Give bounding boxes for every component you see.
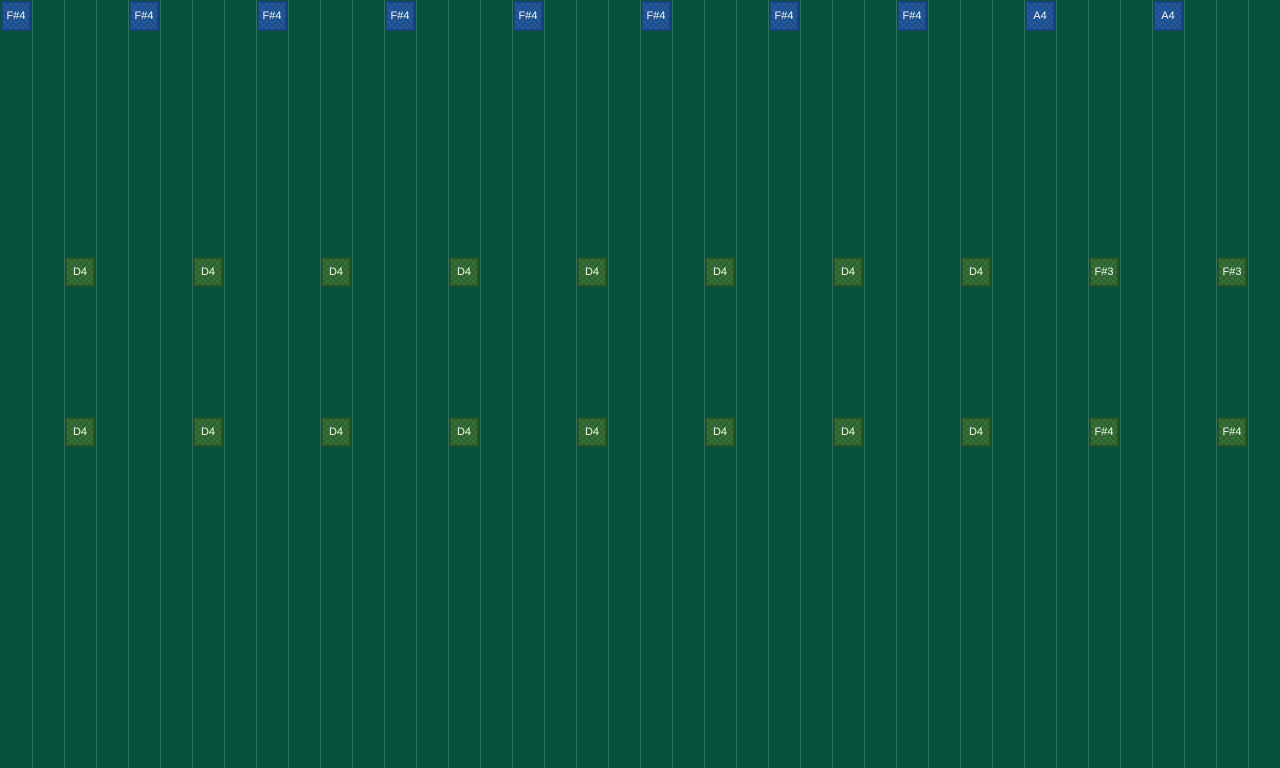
note-block[interactable]: D4 [961, 417, 991, 447]
note-block[interactable]: F#4 [1, 1, 31, 31]
grid-line [1088, 0, 1089, 768]
note-block[interactable]: F#4 [129, 1, 159, 31]
grid-line [672, 0, 673, 768]
grid-line [992, 0, 993, 768]
note-block[interactable]: D4 [705, 417, 735, 447]
grid-line [1120, 0, 1121, 768]
grid-line [448, 0, 449, 768]
grid-line [576, 0, 577, 768]
note-block[interactable]: D4 [193, 417, 223, 447]
grid-line [416, 0, 417, 768]
grid-line [224, 0, 225, 768]
note-block[interactable]: D4 [321, 417, 351, 447]
grid-line [704, 0, 705, 768]
grid-line [800, 0, 801, 768]
grid-line [128, 0, 129, 768]
grid-line [64, 0, 65, 768]
grid-line [288, 0, 289, 768]
note-block[interactable]: F#4 [1217, 417, 1247, 447]
grid-line [192, 0, 193, 768]
grid-line [896, 0, 897, 768]
note-block[interactable]: D4 [321, 257, 351, 287]
grid-line [768, 0, 769, 768]
grid-line [928, 0, 929, 768]
note-block[interactable]: F#4 [257, 1, 287, 31]
grid-line [512, 0, 513, 768]
note-block[interactable]: F#3 [1089, 257, 1119, 287]
note-block[interactable]: F#4 [641, 1, 671, 31]
grid-line [384, 0, 385, 768]
note-block[interactable]: F#4 [513, 1, 543, 31]
grid-line [544, 0, 545, 768]
note-block[interactable]: A4 [1025, 1, 1055, 31]
note-block[interactable]: F#4 [897, 1, 927, 31]
note-block[interactable]: D4 [577, 417, 607, 447]
note-block[interactable]: F#4 [385, 1, 415, 31]
grid-line [1248, 0, 1249, 768]
note-block[interactable]: D4 [449, 257, 479, 287]
note-block[interactable]: D4 [705, 257, 735, 287]
grid-line [352, 0, 353, 768]
grid-line [832, 0, 833, 768]
note-block[interactable]: A4 [1153, 1, 1183, 31]
note-block[interactable]: F#4 [769, 1, 799, 31]
grid-line [640, 0, 641, 768]
note-block[interactable]: D4 [65, 417, 95, 447]
note-block[interactable]: D4 [961, 257, 991, 287]
grid-line [32, 0, 33, 768]
grid-line [160, 0, 161, 768]
grid-line [1216, 0, 1217, 768]
note-block[interactable]: D4 [449, 417, 479, 447]
grid-line [608, 0, 609, 768]
grid-line [320, 0, 321, 768]
grid-line [96, 0, 97, 768]
grid-line [1024, 0, 1025, 768]
grid-line [1184, 0, 1185, 768]
note-block[interactable]: D4 [833, 417, 863, 447]
grid-line [736, 0, 737, 768]
note-block[interactable]: D4 [577, 257, 607, 287]
grid-line [480, 0, 481, 768]
grid-line [1056, 0, 1057, 768]
note-block[interactable]: D4 [193, 257, 223, 287]
grid-line [256, 0, 257, 768]
grid-line [1152, 0, 1153, 768]
grid-line [864, 0, 865, 768]
note-block[interactable]: D4 [65, 257, 95, 287]
note-block[interactable]: F#3 [1217, 257, 1247, 287]
grid-line [960, 0, 961, 768]
note-block[interactable]: D4 [833, 257, 863, 287]
note-block[interactable]: F#4 [1089, 417, 1119, 447]
